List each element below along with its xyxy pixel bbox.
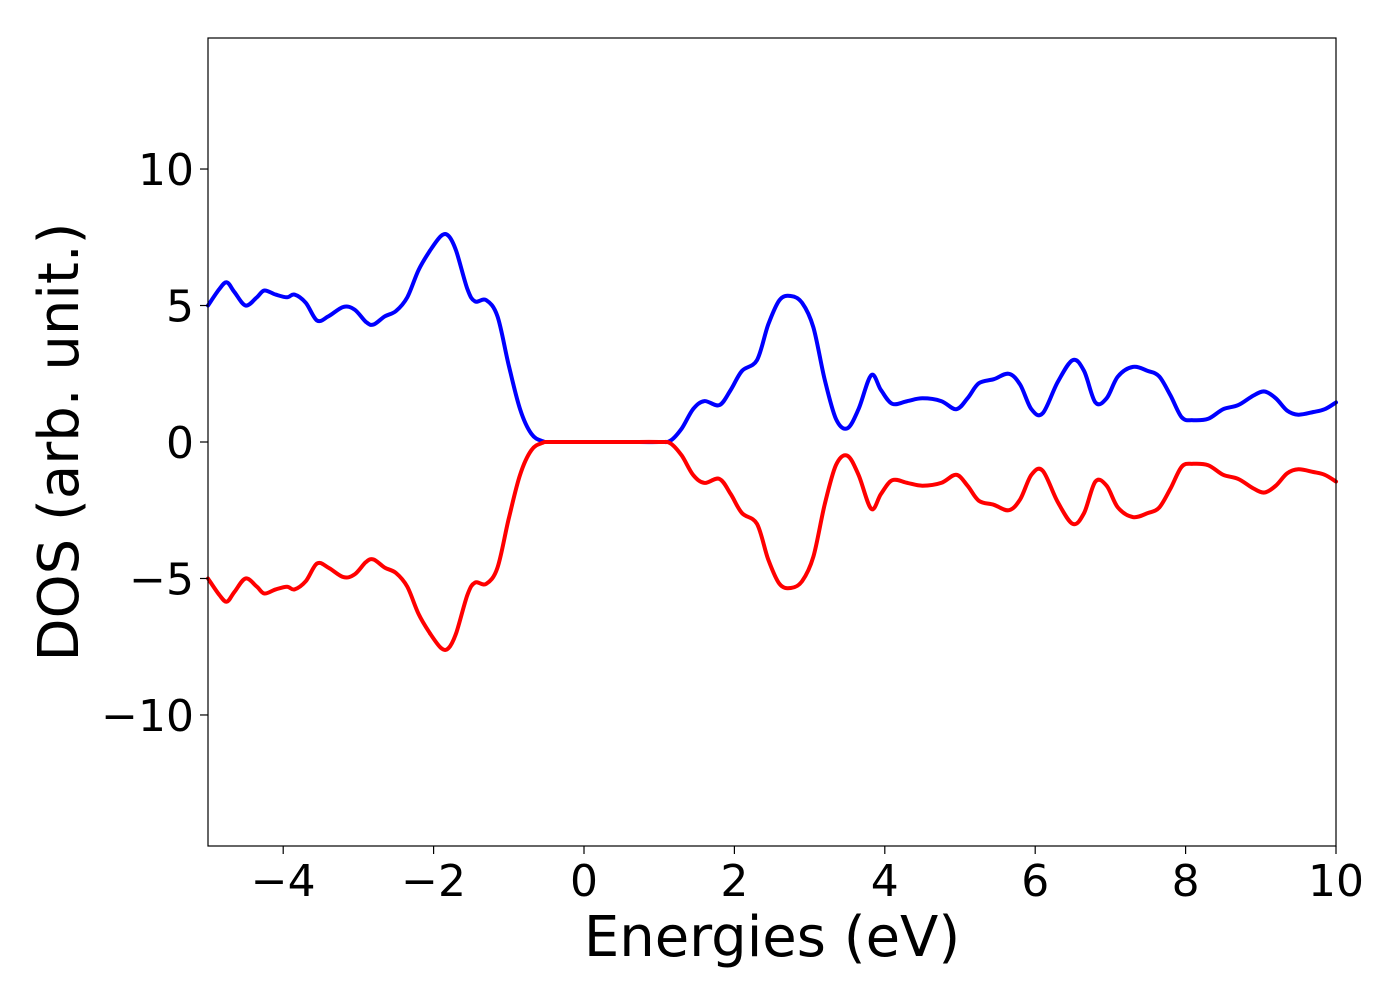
- y-tick-label: 10: [138, 145, 194, 196]
- y-tick-label: −5: [129, 554, 194, 605]
- x-tick-label: 10: [1308, 856, 1364, 907]
- x-tick-label: 2: [720, 856, 748, 907]
- y-axis: −10 −5 0 5 10: [101, 145, 208, 742]
- x-tick-label: 0: [570, 856, 598, 907]
- x-axis-label: Energies (eV): [584, 905, 960, 970]
- x-tick-label: 8: [1172, 856, 1200, 907]
- series-line-2: [206, 439, 1338, 652]
- x-axis: −4 −2 0 2 4 6 8 10: [251, 846, 1364, 907]
- series-layer: [206, 232, 1338, 652]
- y-axis-label: DOS (arb. unit.): [27, 222, 92, 661]
- x-tick-label: 4: [871, 856, 899, 907]
- x-tick-label: −2: [401, 856, 466, 907]
- y-tick-label: 0: [166, 418, 194, 469]
- y-tick-label: −10: [101, 691, 194, 742]
- y-tick-label: 5: [166, 282, 194, 333]
- x-tick-label: 6: [1021, 856, 1049, 907]
- plot-frame: [207, 37, 1337, 847]
- series-line-1: [206, 232, 1338, 445]
- x-tick-label: −4: [251, 856, 316, 907]
